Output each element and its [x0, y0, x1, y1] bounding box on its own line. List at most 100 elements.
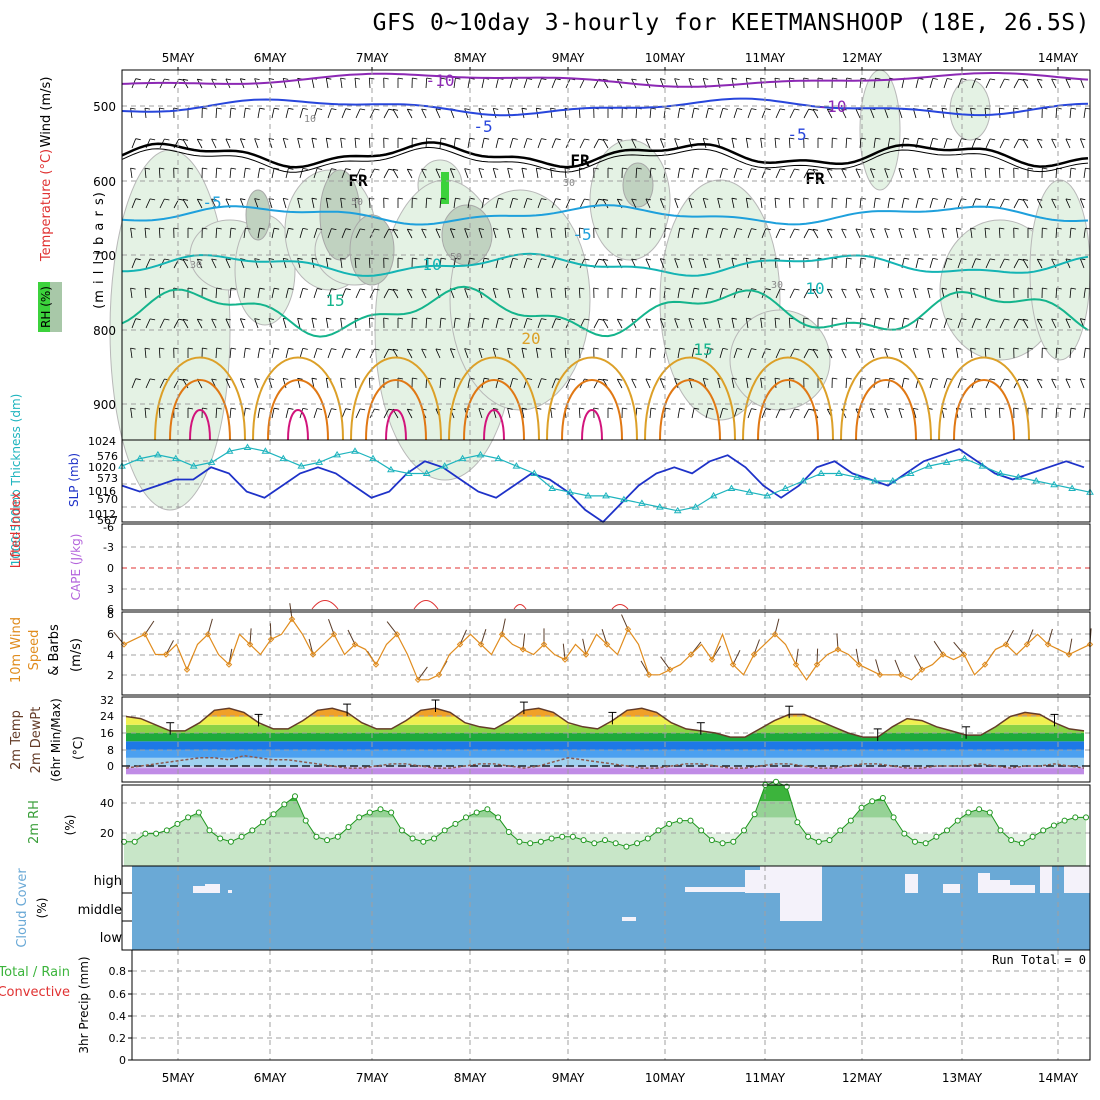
wind-barb	[196, 319, 203, 329]
wind-barb-flag	[622, 407, 628, 410]
wind-barb-flag	[521, 107, 527, 110]
thickness-tick-label: 567	[97, 514, 118, 527]
wind-barb-flag	[478, 108, 484, 110]
wind-barb-flag	[331, 168, 337, 170]
wind-barb	[406, 169, 413, 179]
wind10m-marker	[183, 666, 191, 673]
wind-barb-flag	[722, 288, 728, 290]
wind-barb-flag	[645, 378, 651, 381]
wind10m-unit-label: (m/s)	[69, 638, 84, 672]
wind-barb	[425, 77, 428, 89]
wind-barb	[659, 318, 665, 329]
wind-barb-flag	[808, 288, 814, 291]
wind-barb-flag	[679, 347, 685, 350]
wind-barb-flag	[340, 137, 346, 140]
wind-barb-flag	[999, 107, 1005, 110]
wind-barb-flag	[1056, 227, 1062, 230]
wind-barb-flag	[297, 317, 303, 320]
wind10m-barb	[347, 629, 356, 645]
date-label-top: 12MAY	[842, 51, 883, 65]
rh2m-point	[1018, 840, 1025, 847]
wind-barb-flag	[397, 377, 404, 380]
wind-barb	[616, 319, 623, 329]
wind-barb-flag	[832, 137, 838, 140]
wind-barb	[311, 138, 315, 149]
wind-barb	[761, 228, 767, 239]
wind-barb-flag	[274, 287, 280, 290]
wind-barb	[131, 198, 137, 209]
rh-axis-label: RH (%)	[39, 286, 53, 328]
rh-saturated-region	[441, 172, 449, 204]
wind-barb-flag	[326, 137, 332, 140]
rh2m-point	[976, 806, 983, 813]
precip-tick-label: 0.8	[109, 965, 127, 978]
wind-barb-flag	[760, 137, 766, 140]
wind10m-marker	[813, 661, 821, 668]
wind10m-marker	[330, 631, 338, 638]
wind-barb	[406, 349, 413, 359]
thickness-marker	[799, 477, 808, 484]
wind-barb	[492, 348, 497, 359]
wind-barb	[887, 198, 891, 209]
wind-barb-flag	[1022, 378, 1029, 381]
wind-barb	[898, 108, 903, 119]
wind-barb	[578, 407, 581, 419]
wind-barb	[537, 258, 542, 269]
cloud-clear-region	[1064, 866, 1090, 893]
rh2m-point	[452, 820, 459, 827]
rh2m-unit-label: (%)	[63, 815, 77, 836]
temp-contour-5	[121, 204, 1089, 226]
wind-barb	[327, 108, 332, 119]
wind-barb	[688, 318, 693, 329]
wind-barb	[1055, 107, 1058, 119]
wind-barb-flag	[760, 77, 766, 80]
wind-barb	[929, 258, 934, 269]
wind-barb-flag	[268, 78, 274, 80]
wind-barb	[1013, 319, 1020, 329]
wind-barb-flag	[1051, 78, 1057, 81]
wind-barb-flag	[164, 258, 170, 261]
wind-barb-flag	[512, 198, 518, 200]
wind-barb-flag	[426, 257, 432, 260]
wind-barb	[439, 78, 442, 89]
wind-barb-flag	[421, 288, 427, 291]
wind-barb-flag	[932, 318, 938, 320]
rh2m-point	[922, 840, 929, 847]
wind-barb-flag	[216, 107, 222, 110]
wind-barb-flag	[555, 138, 561, 141]
wind10m-marker	[897, 671, 905, 679]
wind-barb-flag	[268, 138, 274, 140]
wind-barb	[425, 317, 428, 329]
wind-barb	[1055, 227, 1058, 239]
wind-barb	[649, 168, 652, 179]
wind-barb-flag	[889, 137, 895, 140]
wind-barb-flag	[794, 108, 800, 111]
precip-convective-label: Convective	[0, 985, 70, 1000]
wind-barb	[985, 78, 991, 89]
wind-barb-flag	[245, 107, 251, 110]
date-label-bottom: 12MAY	[842, 1071, 883, 1085]
temp-contour-20	[840, 356, 932, 441]
wind-barb	[144, 168, 147, 179]
wind-barb-flag	[426, 317, 432, 320]
wind-barb-flag	[631, 138, 637, 141]
pressure-tick-label: 700	[93, 249, 116, 263]
wind-barb	[325, 258, 329, 269]
wind-barb	[789, 288, 795, 299]
rh2m-point	[206, 827, 213, 834]
temp-color-band	[126, 766, 1084, 769]
wind-barb-flag	[388, 348, 394, 351]
wind-barb	[688, 258, 693, 269]
wind-barb-flag	[555, 198, 561, 201]
wind-barb	[325, 198, 329, 209]
wind-barb-flag	[999, 227, 1005, 230]
date-label-bottom: 8MAY	[454, 1071, 487, 1085]
wind-barb-flag	[388, 228, 394, 231]
wind-barb	[659, 258, 665, 269]
lifted-index-tick-label: -6	[103, 521, 114, 534]
wind-barb	[984, 108, 987, 119]
rh2m-point	[805, 833, 812, 840]
wind-barb	[826, 169, 833, 179]
wind-barb-flag	[412, 77, 418, 80]
wind-barb	[803, 289, 810, 299]
